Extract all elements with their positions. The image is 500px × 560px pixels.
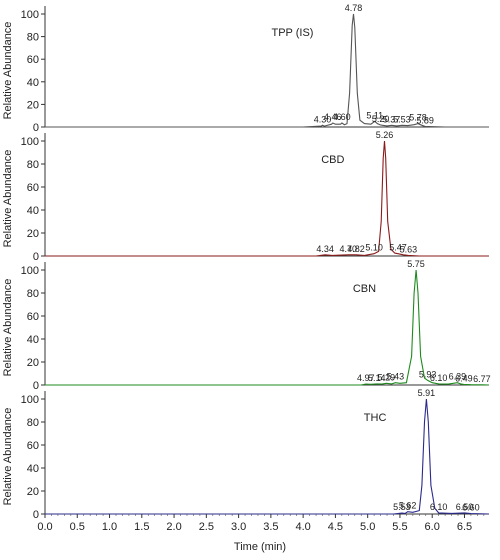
peak-label: 5.43 [387,372,405,382]
y-tick-label: 60 [27,54,39,66]
peak-label: 4.30 [314,114,332,124]
peak-label: 5.53 [393,114,411,124]
apex-label: 5.91 [418,388,436,398]
y-axis-label: Relative Abundance [2,408,14,506]
y-tick-label: 40 [27,205,39,217]
compound-label: CBD [321,154,344,166]
peak-label: 6.77 [473,374,491,384]
peak-label: 6.39 [449,372,467,382]
y-tick-label: 20 [27,99,39,111]
y-tick-label: 0 [33,122,39,134]
peak-label: 5.62 [399,501,417,511]
trace-cbn [45,269,490,386]
y-tick-label: 60 [27,182,39,194]
peak-label: 6.49 [455,373,473,383]
peak-label: 6.60 [462,503,480,513]
compound-label: CBN [353,283,376,295]
trace-tpp-is [45,13,489,128]
y-tick-label: 80 [27,32,39,44]
x-axis-label: Time (min) [234,541,286,553]
x-tick-label: 6.0 [425,521,440,533]
peak-label: 5.93 [419,369,437,379]
y-tick-label: 0 [33,509,39,521]
peak-label: 5.53 [393,502,411,512]
peak-label: 5.89 [416,115,434,125]
peak-label: 5.78 [409,113,427,123]
y-axis-label: Relative Abundance [2,22,14,120]
apex-label: 5.26 [376,130,394,140]
y-tick-label: 100 [21,9,39,21]
y-tick-label: 100 [21,265,39,277]
peak-label: 4.34 [316,244,334,254]
trace-cbd [45,140,489,257]
x-tick-label: 1.0 [102,521,117,533]
x-tick-label: 4.5 [328,521,343,533]
y-tick-label: 40 [27,334,39,346]
x-tick-label: 5.0 [360,521,375,533]
peak-label: 5.10 [365,243,383,253]
y-tick-label: 80 [27,417,39,429]
peak-label: 4.70 [340,244,358,254]
y-axis-label: Relative Abundance [2,279,14,377]
trace-thc [45,398,490,515]
x-tick-label: 5.5 [392,521,407,533]
peak-label: 5.37 [383,114,401,124]
compound-label: THC [364,412,387,424]
y-tick-label: 20 [27,486,39,498]
peak-label: 6.50 [456,502,474,512]
peak-label: 5.29 [378,372,396,382]
panel-4: 0 20 40 60 80 100 Relative Abundance 5.91 5.535.… [2,388,490,521]
x-tick-label: 4.0 [295,521,310,533]
y-axis-label: Relative Abundance [2,150,14,248]
y-tick-label: 60 [27,440,39,452]
y-tick-label: 0 [33,380,39,392]
peak-label: 5.20 [372,114,390,124]
x-tick-label: 0.0 [37,521,52,533]
peak-label: 4.82 [347,244,365,254]
peak-label: 4.60 [333,112,351,122]
y-tick-label: 100 [21,394,39,406]
panel-2: 0 20 40 60 80 100 Relative Abundance 5.26 4.34 4.… [2,130,489,263]
x-tick-label: 6.5 [457,521,472,533]
peak-label: 6.10 [430,502,448,512]
y-tick-label: 40 [27,463,39,475]
peak-label: 4.46 [324,112,342,122]
y-tick-label: 80 [27,288,39,300]
peak-label: 5.47 [389,243,407,253]
apex-label: 4.78 [345,3,363,13]
x-tick-label: 3.0 [231,521,246,533]
y-tick-label: 60 [27,311,39,323]
panel-1: 0 20 40 60 80 100 Relative Abundance 4.78 4.304.… [2,3,489,134]
x-tick-label: 3.5 [263,521,278,533]
x-tick-label: 2.5 [199,521,214,533]
y-tick-label: 0 [33,251,39,263]
y-tick-label: 80 [27,159,39,171]
y-tick-label: 20 [27,228,39,240]
x-tick-label: 0.5 [70,521,85,533]
peak-label: 5.11 [366,110,383,120]
peak-label: 5.14 [368,373,386,383]
peak-label: 4.97 [357,373,375,383]
x-axis: 0.0 0.5 1.0 1.5 2.0 2.5 3.0 3.5 4.0 4.5 5.0 5.5 6.0 6… [37,514,485,533]
x-tick-label: 1.5 [134,521,149,533]
y-tick-label: 40 [27,77,39,89]
compound-label: TPP (IS) [271,27,313,39]
y-tick-label: 100 [21,136,39,148]
peak-label: 5.63 [400,244,418,254]
apex-label: 5.75 [407,259,425,269]
x-tick-label: 2.0 [166,521,181,533]
y-tick-label: 20 [27,357,39,369]
peak-label: 6.10 [430,373,448,383]
